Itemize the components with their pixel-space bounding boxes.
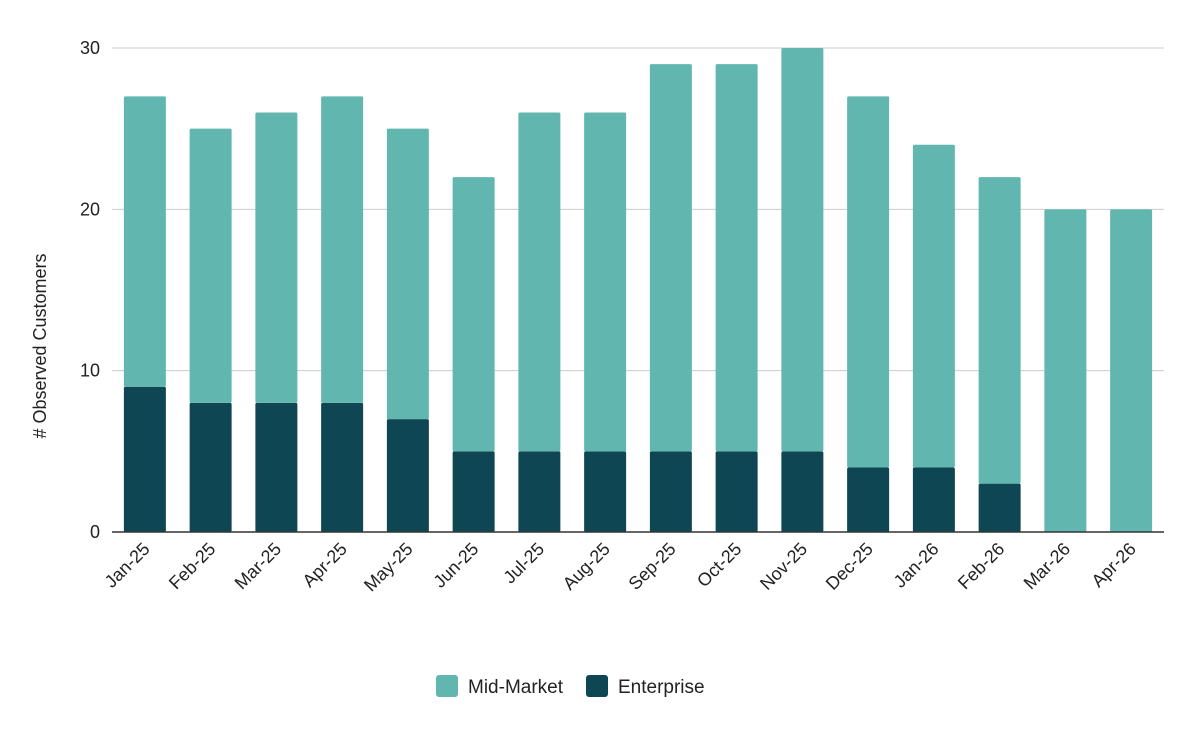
bar-mid-market (1110, 209, 1153, 533)
bar-enterprise (452, 451, 495, 532)
bar-mid-market (912, 144, 955, 468)
bar-mid-market (518, 112, 561, 452)
legend-swatch (586, 675, 608, 697)
x-tick-label: Dec-25 (822, 539, 877, 594)
bar-enterprise (584, 451, 627, 532)
x-tick-label: Nov-25 (756, 539, 811, 594)
bar-enterprise (255, 402, 298, 532)
bar-mid-market (452, 177, 495, 452)
x-tick-label: Mar-25 (231, 539, 285, 593)
y-tick-label: 10 (80, 361, 100, 381)
x-tick-label: Mar-26 (1020, 539, 1074, 593)
bar-mid-market (386, 128, 429, 420)
bar-mid-market (715, 64, 758, 452)
x-tick-label: Oct-25 (693, 539, 745, 591)
x-tick-label: Jun-25 (429, 539, 482, 592)
bar-mid-market (321, 96, 364, 403)
bar-enterprise (649, 451, 692, 532)
bar-enterprise (912, 467, 955, 532)
bar-mid-market (978, 177, 1021, 484)
x-tick-label: Aug-25 (559, 539, 614, 594)
bar-mid-market (649, 64, 692, 452)
legend-label: Mid-Market (468, 677, 564, 698)
bar-mid-market (123, 96, 166, 387)
bar-enterprise (189, 402, 232, 532)
y-tick-label: 0 (90, 522, 100, 542)
legend: Mid-Market Enterprise (436, 675, 705, 698)
x-tick-label: Jan-26 (890, 539, 943, 592)
bar-enterprise (123, 386, 166, 532)
bar-enterprise (847, 467, 890, 532)
x-tick-label: Jul-25 (499, 539, 548, 588)
legend-swatch (436, 675, 458, 697)
bar-mid-market (189, 128, 232, 403)
x-tick-label: Feb-26 (954, 539, 1008, 593)
y-tick-label: 20 (80, 199, 100, 219)
x-tick-label: May-25 (360, 539, 417, 596)
bar-mid-market (1044, 209, 1087, 533)
x-tick-label: Sep-25 (625, 539, 680, 594)
bar-enterprise (978, 483, 1021, 532)
bar-enterprise (321, 402, 364, 532)
bar-enterprise (386, 419, 429, 532)
bar-mid-market (781, 48, 824, 452)
bar-enterprise (518, 451, 561, 532)
bar-mid-market (584, 112, 627, 452)
x-tick-label: Apr-26 (1088, 539, 1140, 591)
x-tick-label: Feb-25 (165, 539, 219, 593)
bar-mid-market (255, 112, 298, 403)
bar-mid-market (847, 96, 890, 468)
x-tick-label: Jan-25 (101, 539, 154, 592)
x-tick-label: Apr-25 (299, 539, 351, 591)
bar-enterprise (781, 451, 824, 532)
y-axis-title: # Observed Customers (30, 253, 50, 438)
legend-label: Enterprise (618, 677, 705, 698)
y-tick-label: 30 (80, 38, 100, 58)
bar-enterprise (715, 451, 758, 532)
bars (123, 48, 1153, 533)
